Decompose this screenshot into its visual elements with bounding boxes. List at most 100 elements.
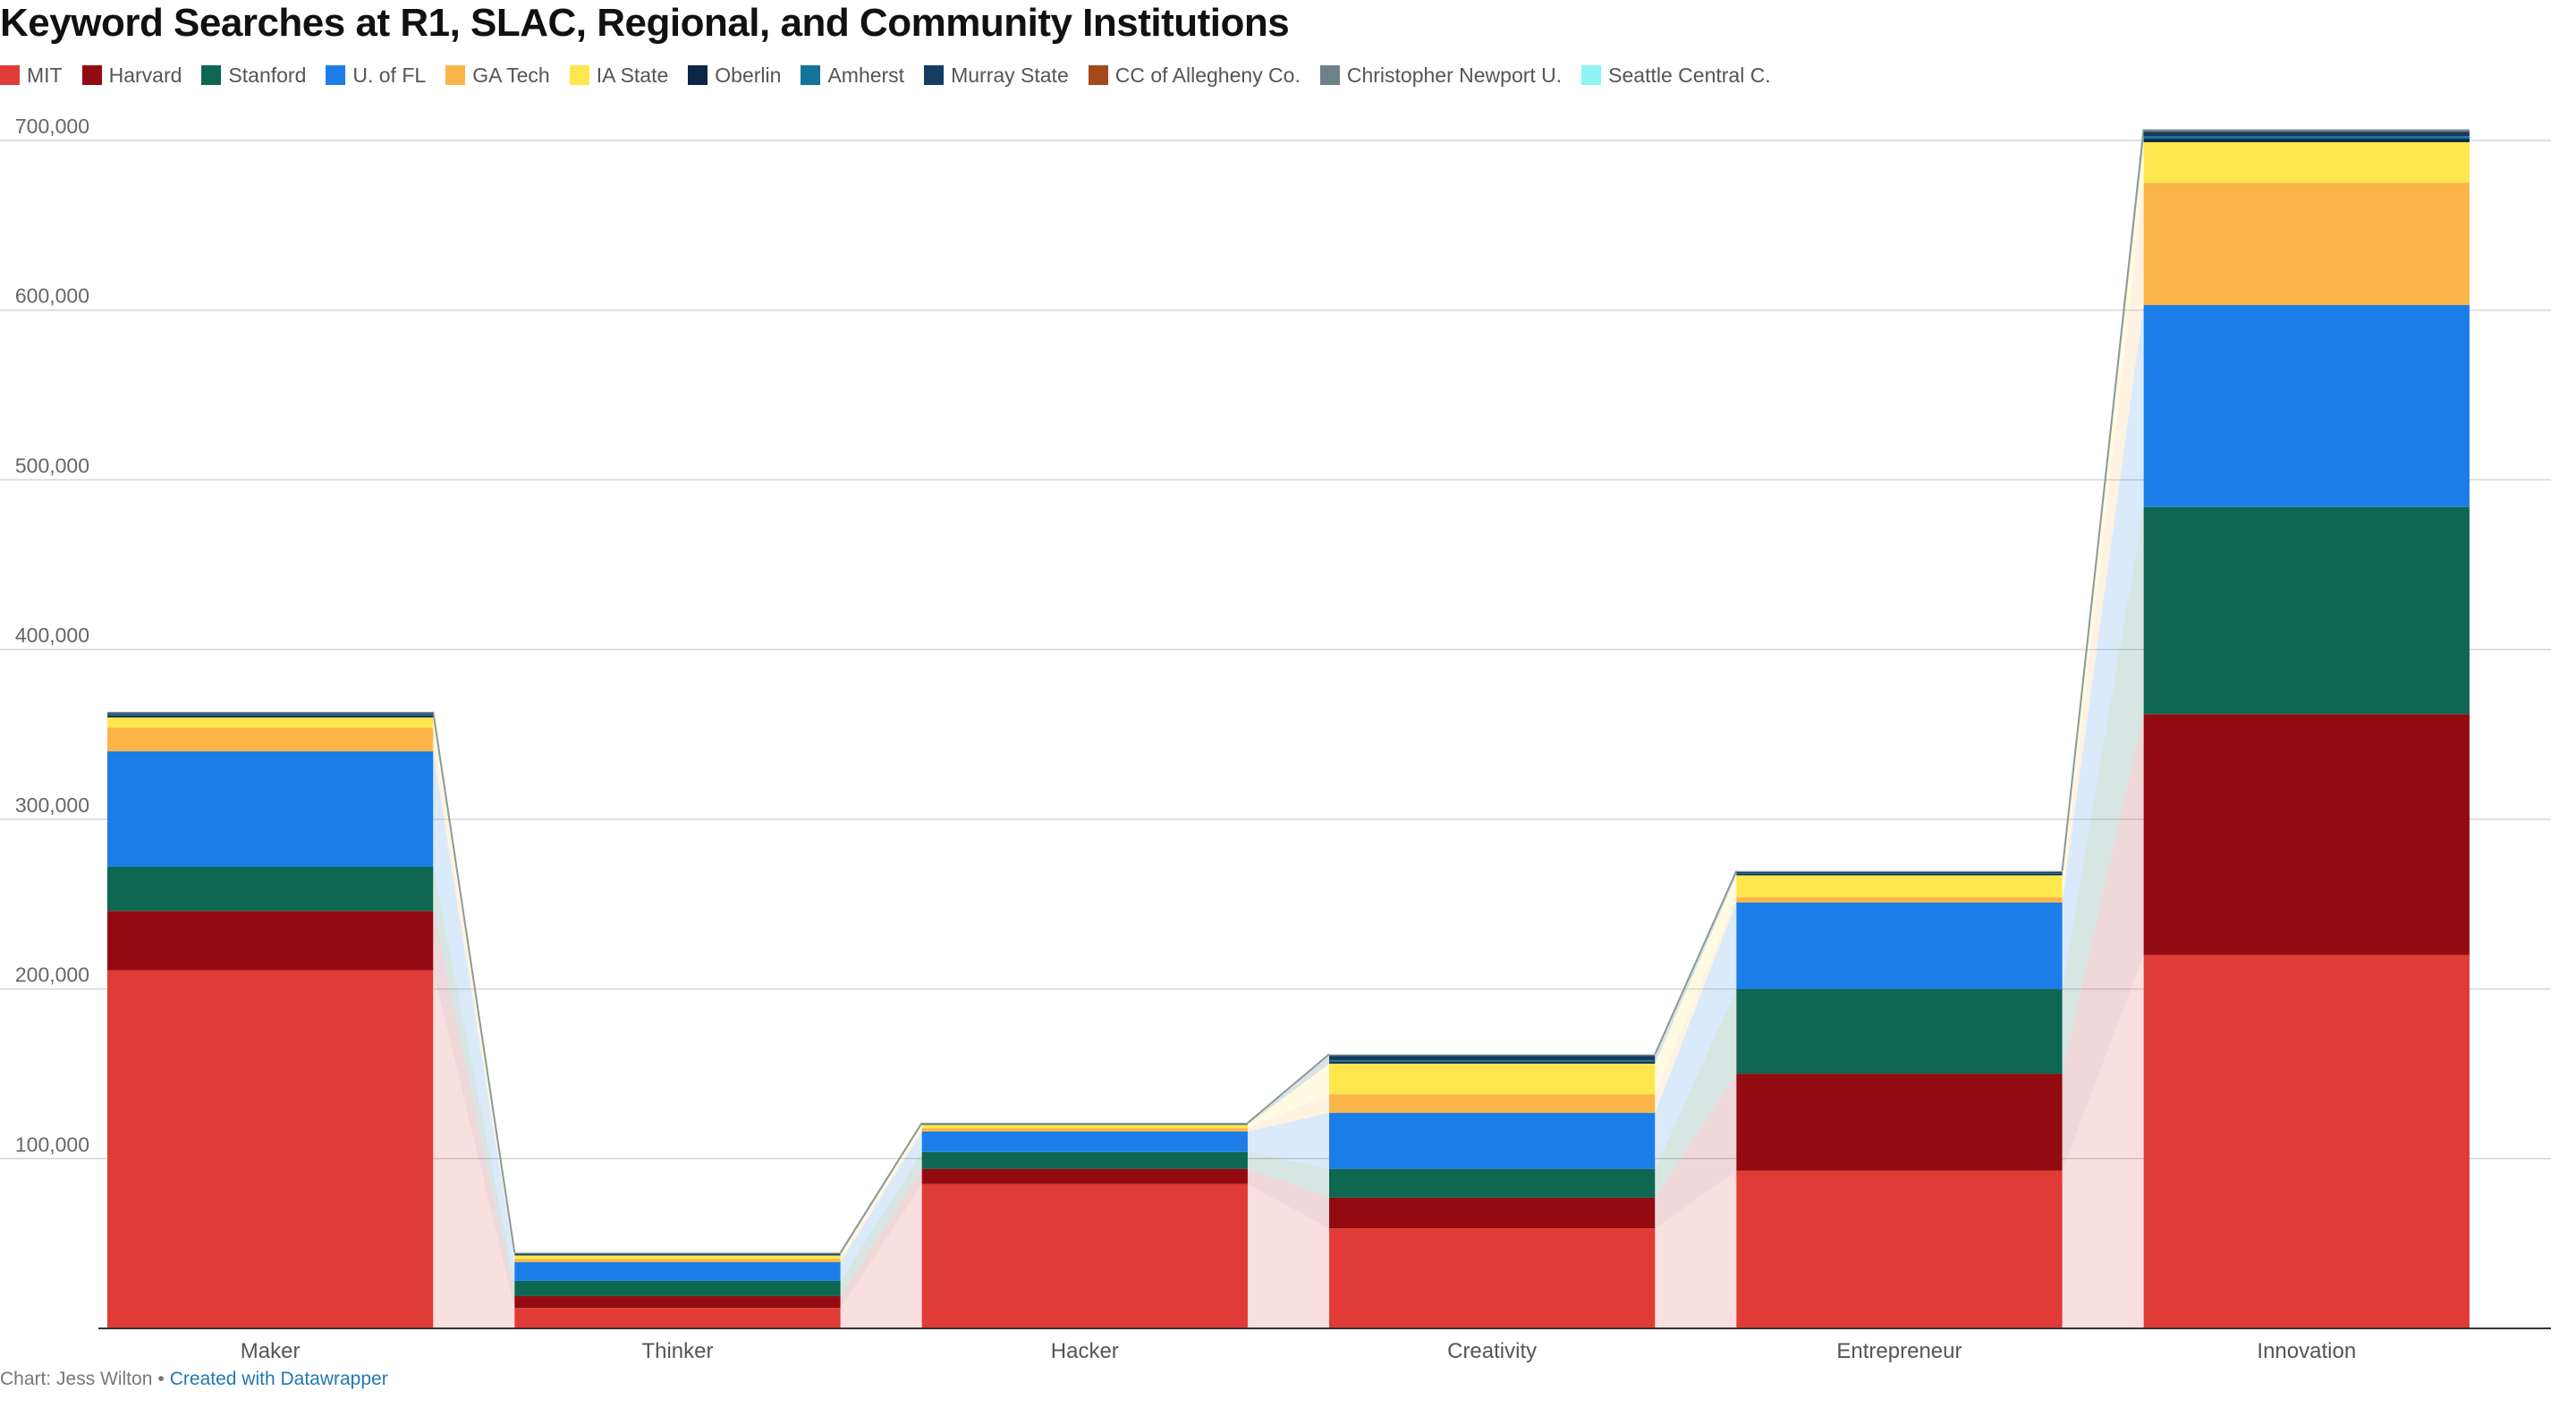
bar-segment-mit[interactable] — [514, 1308, 841, 1328]
legend-item-harvard[interactable]: Harvard — [81, 64, 182, 88]
bar-segment-u-of-fl[interactable] — [107, 751, 434, 867]
bar-segment-amherst[interactable] — [107, 714, 434, 717]
bar-segment-christopher-newport-u[interactable] — [1736, 870, 2063, 872]
bar-segment-u-of-fl[interactable] — [2143, 305, 2470, 507]
bar-segment-harvard[interactable] — [1329, 1197, 1656, 1229]
bar-segment-ga-tech[interactable] — [107, 727, 434, 751]
bar-segment-amherst[interactable] — [2143, 136, 2470, 140]
flow-harvard — [2062, 714, 2144, 1171]
bar-segment-christopher-newport-u[interactable] — [2143, 129, 2470, 131]
flow-u-of-fl — [433, 751, 515, 1281]
footer-separator: • — [157, 1369, 165, 1389]
bar-segment-amherst[interactable] — [1736, 872, 2063, 874]
bar-segment-mit[interactable] — [921, 1183, 1248, 1328]
bar-segment-ia-state[interactable] — [2143, 141, 2470, 183]
flow-ia-state — [1247, 1064, 1329, 1129]
bar-segment-ia-state[interactable] — [921, 1124, 1248, 1129]
x-tick-label: Thinker — [641, 1339, 713, 1363]
legend-label: GA Tech — [472, 63, 550, 87]
bar-segment-amherst[interactable] — [514, 1253, 841, 1255]
flow-u-of-fl — [840, 1131, 922, 1281]
bar-segment-ia-state[interactable] — [107, 717, 434, 728]
bar-segment-ia-state[interactable] — [1329, 1064, 1656, 1095]
bar-stack-maker — [107, 711, 434, 1328]
flow-ia-state — [1655, 875, 1737, 1095]
legend-item-seattle-central-c[interactable]: Seattle Central C. — [1581, 64, 1771, 88]
bar-segment-cc-of-allegheny-co[interactable] — [2143, 131, 2470, 132]
flow-mit — [1655, 1170, 1737, 1328]
bar-segment-mit[interactable] — [107, 970, 434, 1328]
bar-segment-murray-state[interactable] — [1329, 1056, 1656, 1061]
bar-segment-stanford[interactable] — [921, 1151, 1248, 1169]
bar-segment-stanford[interactable] — [107, 866, 434, 912]
bar-segment-harvard[interactable] — [1736, 1073, 2063, 1171]
datawrapper-link[interactable]: Created with Datawrapper — [169, 1369, 388, 1389]
legend-item-mit[interactable]: MIT — [0, 64, 63, 88]
bar-segment-murray-state[interactable] — [2143, 131, 2470, 137]
bar-stack-innovation — [2143, 129, 2470, 1328]
bar-segment-amherst[interactable] — [1329, 1060, 1656, 1063]
legend-label: Seattle Central C. — [1608, 63, 1771, 87]
flow-ga-tech — [1247, 1094, 1329, 1132]
flow-amherst — [1655, 872, 1737, 1063]
flow-harvard — [1247, 1168, 1329, 1229]
bar-segment-u-of-fl[interactable] — [1329, 1113, 1656, 1169]
bar-segment-christopher-newport-u[interactable] — [514, 1252, 841, 1254]
bar-segment-ga-tech[interactable] — [921, 1128, 1248, 1132]
chart-footer: Chart: Jess Wilton • Created with Datawrap… — [0, 1369, 388, 1390]
bars — [107, 129, 2470, 1328]
bar-segment-ia-state[interactable] — [514, 1255, 841, 1260]
bar-segment-ga-tech[interactable] — [2143, 182, 2470, 306]
legend-item-stanford[interactable]: Stanford — [201, 64, 306, 88]
bar-segment-murray-state[interactable] — [107, 713, 434, 715]
bar-segment-u-of-fl[interactable] — [514, 1262, 841, 1281]
flow-top-edge — [2061, 129, 2145, 871]
legend-item-u-of-fl[interactable]: U. of FL — [326, 64, 426, 88]
bar-segment-stanford[interactable] — [1329, 1168, 1656, 1198]
bar-segment-oberlin[interactable] — [1329, 1062, 1656, 1064]
bar-segment-stanford[interactable] — [514, 1280, 841, 1296]
bar-segment-harvard[interactable] — [2143, 714, 2470, 955]
legend-label: Stanford — [228, 63, 307, 87]
legend-item-murray-state[interactable]: Murray State — [924, 64, 1069, 88]
bar-segment-oberlin[interactable] — [921, 1124, 1248, 1125]
bar-segment-ia-state[interactable] — [1736, 875, 2063, 898]
bar-segment-mit[interactable] — [2143, 954, 2470, 1328]
bar-segment-stanford[interactable] — [1736, 988, 2063, 1074]
flow-mit — [840, 1183, 922, 1328]
flow-mit — [1247, 1183, 1329, 1328]
bar-segment-oberlin[interactable] — [1736, 873, 2063, 876]
flow-mit — [2062, 954, 2144, 1328]
bar-segment-ga-tech[interactable] — [1736, 897, 2063, 903]
bar-segment-christopher-newport-u[interactable] — [107, 711, 434, 714]
legend-item-amherst[interactable]: Amherst — [801, 64, 904, 88]
bar-segment-harvard[interactable] — [107, 911, 434, 971]
bar-segment-stanford[interactable] — [2143, 506, 2470, 715]
bar-segment-christopher-newport-u[interactable] — [1329, 1054, 1656, 1056]
bar-segment-murray-state[interactable] — [514, 1253, 841, 1254]
bar-segment-u-of-fl[interactable] — [921, 1131, 1248, 1152]
bar-segment-mit[interactable] — [1736, 1170, 2063, 1328]
legend-item-ia-state[interactable]: IA State — [569, 64, 668, 88]
x-tick-label: Innovation — [2257, 1339, 2356, 1363]
legend-item-ga-tech[interactable]: GA Tech — [445, 64, 550, 88]
legend-item-oberlin[interactable]: Oberlin — [688, 64, 781, 88]
y-tick-label: 400,000 — [15, 623, 89, 647]
bar-segment-murray-state[interactable] — [1736, 871, 2063, 873]
bar-segment-oberlin[interactable] — [514, 1254, 841, 1256]
bar-segment-oberlin[interactable] — [107, 716, 434, 718]
flow-harvard — [433, 911, 515, 1309]
bar-segment-ga-tech[interactable] — [1329, 1094, 1656, 1114]
bar-segment-ga-tech[interactable] — [514, 1259, 841, 1263]
legend: MIT Harvard Stanford U. of FL GA Tech IA Stat… — [0, 59, 1791, 91]
bar-segment-oberlin[interactable] — [2143, 139, 2470, 142]
bar-stack-entrepreneur — [1736, 870, 2063, 1328]
legend-item-christopher-newport-u[interactable]: Christopher Newport U. — [1319, 64, 1562, 88]
legend-item-cc-of-allegheny-co[interactable]: CC of Allegheny Co. — [1088, 64, 1301, 88]
bar-segment-harvard[interactable] — [921, 1168, 1248, 1184]
bar-segment-u-of-fl[interactable] — [1736, 902, 2063, 989]
bar-segment-harvard[interactable] — [514, 1295, 841, 1309]
bar-segment-mit[interactable] — [1329, 1228, 1656, 1328]
